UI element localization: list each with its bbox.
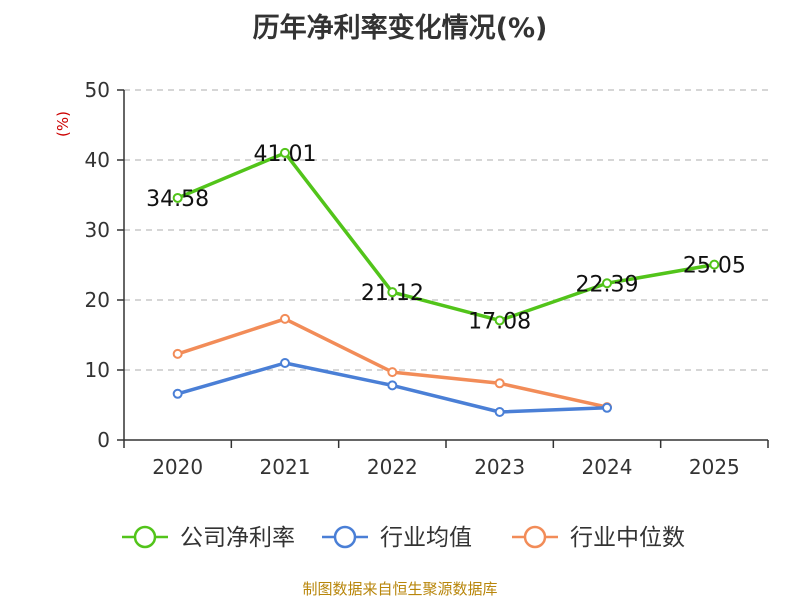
x-tick-label: 2020 xyxy=(152,455,203,479)
data-point xyxy=(280,358,290,368)
legend-item: 行业中位数 xyxy=(512,525,685,551)
data-labels: 34.58 41.01 21.12 17.08 22.39 25.05 xyxy=(146,142,746,335)
data-point xyxy=(172,388,183,399)
legend: 公司净利率 行业均值 行业中位数 xyxy=(122,525,685,551)
legend-label: 行业均值 xyxy=(380,525,472,551)
series-line-2 xyxy=(177,317,608,409)
data-point xyxy=(709,259,720,270)
data-label: 41.01 xyxy=(254,142,317,167)
data-point xyxy=(172,192,183,203)
y-tick-label: 40 xyxy=(85,148,110,172)
data-point xyxy=(387,380,398,391)
x-tick-label: 2021 xyxy=(260,455,311,479)
data-label: 17.08 xyxy=(468,309,531,334)
x-tick-label: 2023 xyxy=(474,455,525,479)
y-tick-label: 20 xyxy=(85,288,110,312)
legend-item: 公司净利率 xyxy=(122,525,295,551)
data-source-note: 制图数据来自恒生聚源数据库 xyxy=(302,580,498,598)
grid-lines xyxy=(124,89,768,371)
legend-label: 行业中位数 xyxy=(570,525,685,551)
x-tick-label: 2024 xyxy=(582,455,633,479)
data-point xyxy=(494,315,505,326)
series-lines xyxy=(172,147,720,417)
x-tick-label: 2022 xyxy=(367,455,418,479)
chart-title: 历年净利率变化情况(%) xyxy=(252,13,548,44)
legend-label: 公司净利率 xyxy=(180,525,295,551)
y-tick-label: 50 xyxy=(85,78,110,102)
data-point xyxy=(387,287,398,298)
y-tick-label: 0 xyxy=(97,428,110,452)
data-label: 22.39 xyxy=(576,272,639,297)
data-point xyxy=(280,147,290,158)
data-point xyxy=(602,278,612,289)
y-tick-label: 30 xyxy=(85,218,110,242)
data-point xyxy=(494,407,505,417)
y-tick-label: 10 xyxy=(85,358,110,382)
data-label: 34.58 xyxy=(146,187,209,212)
data-label: 21.12 xyxy=(361,281,424,306)
data-point xyxy=(602,402,612,413)
legend-swatch-marker xyxy=(333,525,357,549)
data-point xyxy=(387,367,398,378)
legend-swatch-marker xyxy=(133,525,157,549)
legend-swatch-marker xyxy=(523,525,547,549)
data-label: 25.05 xyxy=(683,254,746,279)
legend-item: 行业均值 xyxy=(322,525,472,551)
x-tick-label: 2025 xyxy=(689,455,740,479)
data-point xyxy=(280,313,290,324)
series-line-0 xyxy=(176,151,715,323)
axes: 0 10 20 30 40 50 2020 2021 2022 2023 2024 2025 xyxy=(85,78,769,479)
data-point xyxy=(494,378,505,389)
data-point xyxy=(172,348,183,359)
